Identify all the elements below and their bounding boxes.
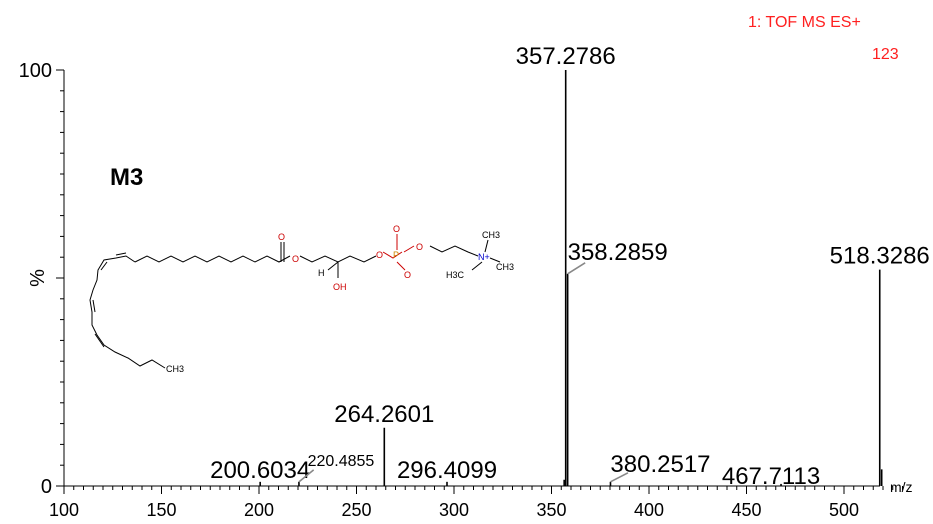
atom-o-choline: O xyxy=(416,242,423,252)
peak-labels-group: 357.2786 358.2859 518.3286 264.2601 200.6034… xyxy=(210,43,930,490)
peak-label-leader xyxy=(610,472,629,483)
atom-o-carbonyl: O xyxy=(278,232,285,242)
x-tick-label: 200 xyxy=(244,500,274,520)
atom-h: H xyxy=(318,268,325,278)
y-tick-labels: 0% 100 xyxy=(19,60,52,498)
peak-label-leader xyxy=(567,262,586,275)
peak-label: 467.7113 xyxy=(722,463,820,490)
structure-atom-labels: O O O O P O O O H OH N+ CH3 CH3 H3C CH3 xyxy=(166,224,514,374)
x-tick-label: 100 xyxy=(49,500,79,520)
peak-label: 380.2517 xyxy=(610,451,710,478)
structure-double-bond-2 xyxy=(92,299,96,313)
structure-phosphate xyxy=(382,251,403,259)
x-tick-label: 400 xyxy=(634,500,664,520)
atom-o-glycerol: O xyxy=(376,250,383,260)
structure-p-o xyxy=(403,245,415,253)
atom-p: P xyxy=(393,250,399,260)
peak-label: 264.2601 xyxy=(334,401,434,428)
atom-ch3-right: CH3 xyxy=(496,262,514,272)
structure-glycerol xyxy=(299,255,377,263)
x-tick-label: 300 xyxy=(439,500,469,520)
peak-label: 357.2786 xyxy=(516,43,616,70)
instrument-count: 123 xyxy=(872,46,899,63)
atom-n-plus: N+ xyxy=(478,252,490,262)
structure-chain-upper xyxy=(134,255,291,263)
compound-label: M3 xyxy=(110,164,143,191)
atom-o-p-double: O xyxy=(393,224,400,234)
y-axis: 0% 100 xyxy=(19,60,65,498)
atom-oh: OH xyxy=(333,282,347,292)
peaks-group xyxy=(259,70,883,486)
peak-label: 200.6034 xyxy=(210,457,310,484)
structure-n-ch3-top xyxy=(484,239,489,253)
x-minor-ticks xyxy=(63,486,903,494)
y-tick-label: 0 xyxy=(41,476,52,498)
x-tick-label: 250 xyxy=(341,500,371,520)
structure-h-bond xyxy=(327,261,339,271)
peak-label: 296.4099 xyxy=(397,457,497,484)
atom-o-minus: O xyxy=(404,270,411,280)
structure-double-bond-1 xyxy=(94,333,105,348)
peak-label-leader xyxy=(298,469,315,483)
x-tick-label: 450 xyxy=(731,500,761,520)
structure-p-o-minus xyxy=(396,261,406,271)
y-tick-label: 100 xyxy=(19,60,52,82)
y-axis-label: % xyxy=(27,269,49,287)
x-axis: 100 150 200 250 300 350 400 450 500 m/z xyxy=(49,479,913,520)
structure-n-ch3-right xyxy=(489,257,501,263)
x-axis-label: m/z xyxy=(890,479,913,495)
x-tick-label: 350 xyxy=(536,500,566,520)
atom-h3c: H3C xyxy=(446,270,465,280)
x-tick-labels: 100 150 200 250 300 350 400 450 500 xyxy=(49,500,859,520)
atom-ch3-tail: CH3 xyxy=(166,364,184,374)
structure-double-bond-4 xyxy=(115,252,127,256)
x-tick-label: 150 xyxy=(146,500,176,520)
structure-chain-lower xyxy=(89,255,166,369)
peak-label: 358.2859 xyxy=(568,239,668,266)
peak-label: 220.4855 xyxy=(308,453,375,470)
structure-choline xyxy=(429,245,479,257)
structure-double-bond-3 xyxy=(100,261,108,271)
structure-n-ch3-bottom xyxy=(471,261,483,271)
y-minor-ticks xyxy=(56,69,64,487)
atom-o-ester: O xyxy=(292,254,299,264)
peak-label: 518.3286 xyxy=(830,243,930,270)
atom-ch3-top: CH3 xyxy=(482,230,500,240)
x-tick-label: 500 xyxy=(829,500,859,520)
chemical-structure xyxy=(89,234,501,369)
instrument-label: 1: TOF MS ES+ xyxy=(748,14,861,31)
